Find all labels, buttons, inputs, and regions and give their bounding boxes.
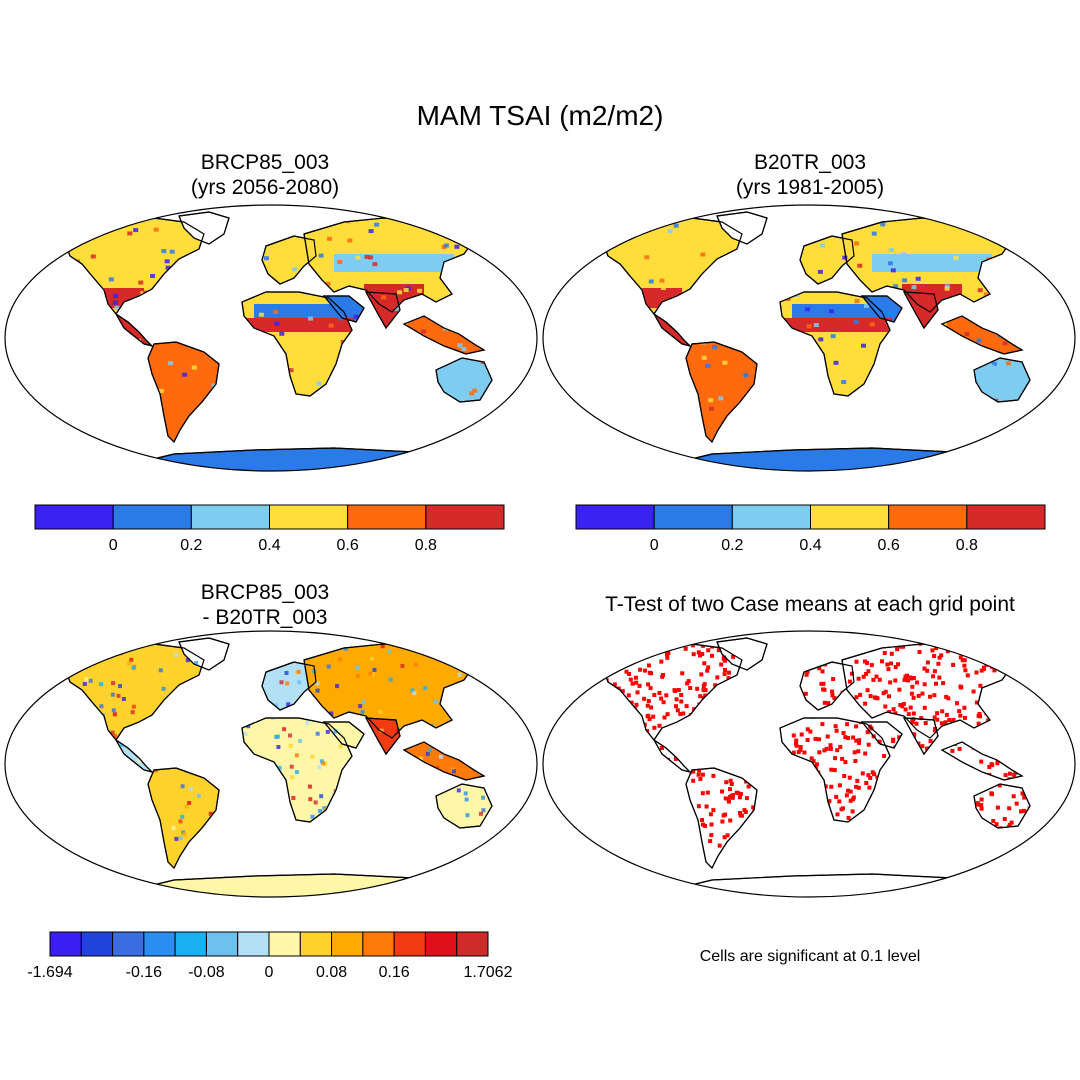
colorbar-segment <box>425 504 505 530</box>
colorbar-tick-label: -1.694 <box>27 964 72 981</box>
colorbar-segment <box>347 504 427 530</box>
colorbar-segment <box>205 931 239 957</box>
colorbar-tick-label: 0.2 <box>721 537 743 554</box>
panel-title-historical-line2: (yrs 1981-2005) <box>735 176 885 199</box>
colorbar-tick-label: -0.08 <box>188 964 225 981</box>
colorbar-tick-label: 0.8 <box>956 537 978 554</box>
colorbar-tick-label: 0.2 <box>180 537 202 554</box>
colorbar-tick-label: 0.8 <box>415 537 437 554</box>
colorbar-tick-label: 0.4 <box>799 537 821 554</box>
colorbar-segment <box>362 931 395 957</box>
panel-title-future: BRCP85_003 (yrs 2056-2080) <box>90 150 440 200</box>
colorbar-tick-label: 0 <box>109 537 118 554</box>
map-border <box>542 630 1076 898</box>
colorbar-tick-label: 1.7062 <box>464 964 513 981</box>
colorbar-segment <box>424 931 458 957</box>
panel-title-difference-line2: - B20TR_003 <box>202 606 328 629</box>
map-ttest-content <box>542 630 1076 898</box>
colorbar-segment <box>653 504 733 530</box>
colorbar-segment <box>34 504 114 530</box>
colorbar-segment <box>268 931 301 957</box>
colorbar-segment <box>190 504 270 530</box>
colorbar-segment <box>331 931 364 957</box>
colorbar-segment <box>888 504 968 530</box>
map-border <box>4 204 538 472</box>
colorbar-segment <box>80 931 114 957</box>
colorbar-segment <box>49 931 82 957</box>
map-historical-content <box>542 204 1076 472</box>
central-asia-region <box>334 254 454 272</box>
panel-title-difference: BRCP85_003 - B20TR_003 <box>90 580 440 630</box>
map-future-content <box>4 204 538 472</box>
map-difference-content <box>4 630 538 898</box>
colorbar-segment <box>575 504 655 530</box>
colorbar-tick-label: 0 <box>650 537 659 554</box>
panel-title-historical-line1: B20TR_003 <box>753 151 867 174</box>
figure-title: MAM TSAI (m2/m2) <box>416 100 664 131</box>
colorbar-segment <box>966 504 1046 530</box>
sahel-band <box>782 318 892 332</box>
colorbar-segment <box>299 931 333 957</box>
colorbar-segment <box>731 504 811 530</box>
colorbar-tick-label: 0.4 <box>258 537 280 554</box>
map-border <box>542 204 1076 472</box>
map-border <box>4 630 538 898</box>
panel-title-future-line2: (yrs 2056-2080) <box>190 176 340 199</box>
colorbar-segment <box>112 504 192 530</box>
colorbar-segment <box>174 931 207 957</box>
panel-title-historical: B20TR_003 (yrs 1981-2005) <box>635 150 985 200</box>
colorbar-segment <box>112 931 145 957</box>
colorbar-tick-label: 0.6 <box>878 537 900 554</box>
colorbar-tick-label: 0 <box>265 964 274 981</box>
colorbar-segment <box>393 931 426 957</box>
colorbar-segment <box>456 931 489 957</box>
central-asia-region <box>872 254 992 272</box>
colorbar-tick-label: 0.6 <box>337 537 359 554</box>
panel-title-ttest: T-Test of two Case means at each grid po… <box>605 593 1015 616</box>
colorbar-tick-label: 0.08 <box>316 964 347 981</box>
colorbar-segment <box>143 931 176 957</box>
significance-note: Cells are significant at 0.1 level <box>699 948 921 965</box>
sahel-band <box>244 318 354 332</box>
colorbar-segment <box>237 931 270 957</box>
colorbar-tick-label: -0.16 <box>126 964 163 981</box>
colorbar-segment <box>810 504 890 530</box>
colorbar-tick-label: 0.16 <box>379 964 410 981</box>
panel-title-difference-line1: BRCP85_003 <box>200 581 330 604</box>
panel-title-future-line1: BRCP85_003 <box>200 151 330 174</box>
